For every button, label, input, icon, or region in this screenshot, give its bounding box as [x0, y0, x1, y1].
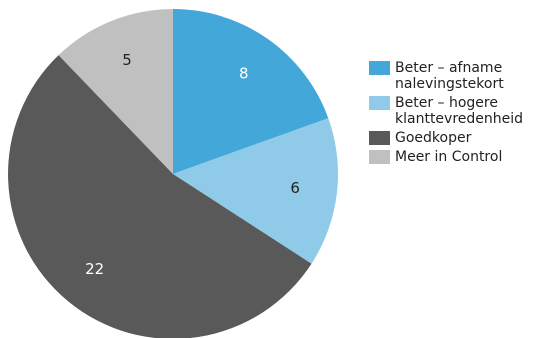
legend-swatch — [369, 131, 390, 145]
legend-label-line2: nalevingstekort — [395, 76, 504, 92]
pie-slice-beter-hogere — [173, 118, 339, 264]
legend-item-meer-in-control: Meer in Control — [369, 149, 549, 165]
legend-swatch — [369, 96, 390, 110]
data-label-beter-hogere: 6 — [290, 179, 300, 197]
legend-label-line1: Beter – hogere — [395, 95, 498, 111]
legend-label-line1: Goedkoper — [395, 130, 472, 146]
legend-item-beter-hogere: Beter – hogere klanttevredenheid — [369, 95, 549, 127]
legend-item-goedkoper: Goedkoper — [369, 130, 549, 146]
legend-label-line2: klanttevredenheid — [395, 111, 524, 127]
legend-swatch — [369, 61, 390, 75]
legend-item-beter-afname: Beter – afname nalevingstekort — [369, 60, 549, 92]
data-label-goedkoper: 22 — [85, 260, 104, 278]
legend-label-line1: Meer in Control — [395, 149, 503, 165]
legend-label-line1: Beter – afname — [395, 60, 503, 76]
data-label-meer-in-control: 5 — [122, 51, 132, 69]
data-label-beter-afname: 8 — [239, 64, 249, 82]
legend: Beter – afname nalevingstekort Beter – h… — [369, 60, 549, 168]
pie-slice-beter-afname — [173, 9, 329, 174]
legend-swatch — [369, 150, 390, 164]
pie-slice-meer-in-control — [58, 9, 173, 174]
pie-slice-goedkoper — [8, 55, 312, 338]
